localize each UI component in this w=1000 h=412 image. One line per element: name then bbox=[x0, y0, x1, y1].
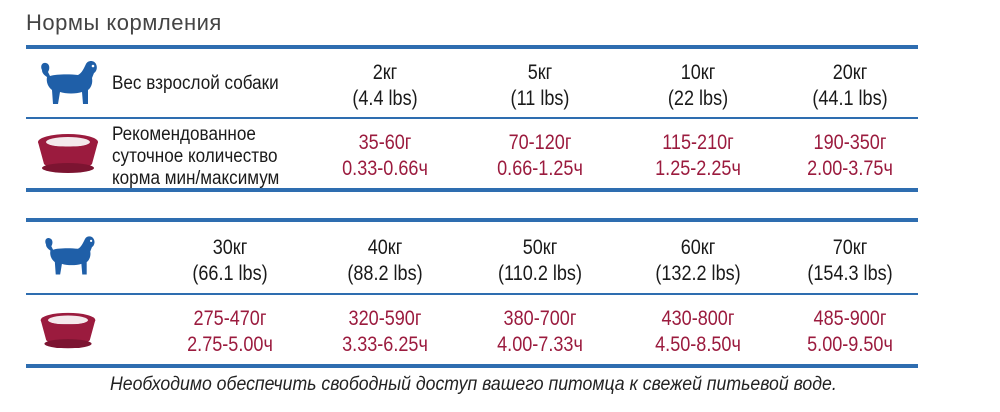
t1-food-cell: 190-350г 2.00-3.75ч bbox=[807, 131, 893, 180]
food-bowl-icon bbox=[38, 134, 98, 173]
t1-weight-cell: 2кг (4.4 lbs) bbox=[352, 61, 418, 110]
water-note: Необходимо обеспечить свободный доступ в… bbox=[110, 374, 837, 395]
t1-weight-cell: 5кг (11 lbs) bbox=[510, 61, 570, 110]
table2-top-rule bbox=[26, 218, 918, 222]
t1-food-cell: 70-120г 0.66-1.25ч bbox=[497, 131, 583, 180]
dog-icon bbox=[41, 61, 97, 104]
t2-weight-cell: 60кг (132.2 lbs) bbox=[655, 236, 741, 285]
food-label: Рекомендованное суточное количество корм… bbox=[112, 124, 280, 189]
dog-icon bbox=[45, 236, 95, 275]
food-bowl-icon bbox=[40, 312, 96, 349]
t2-weight-cell: 40кг (88.2 lbs) bbox=[347, 236, 423, 285]
t2-food-cell: 485-900г 5.00-9.50ч bbox=[807, 307, 893, 356]
table1-bottom-rule bbox=[26, 188, 918, 192]
page-title: Нормы кормления bbox=[26, 10, 222, 35]
table1-mid-rule bbox=[26, 117, 918, 119]
t1-food-cell: 35-60г 0.33-0.66ч bbox=[342, 131, 428, 180]
t2-weight-cell: 50кг (110.2 lbs) bbox=[497, 236, 582, 285]
t2-food-cell: 430-800г 4.50-8.50ч bbox=[655, 307, 741, 356]
t1-food-cell: 115-210г 1.25-2.25ч bbox=[655, 131, 741, 180]
t1-weight-cell: 10кг (22 lbs) bbox=[667, 61, 729, 110]
table2-bottom-rule bbox=[26, 364, 918, 368]
t2-food-cell: 320-590г 3.33-6.25ч bbox=[342, 307, 428, 356]
t2-food-cell: 380-700г 4.00-7.33ч bbox=[497, 307, 583, 356]
t2-weight-cell: 70кг (154.3 lbs) bbox=[807, 236, 893, 285]
weight-label: Вес взрослой собаки bbox=[112, 73, 279, 94]
t2-food-cell: 275-470г 2.75-5.00ч bbox=[187, 307, 273, 356]
t1-weight-cell: 20кг (44.1 lbs) bbox=[812, 61, 888, 110]
table2-mid-rule bbox=[26, 293, 918, 295]
t2-weight-cell: 30кг (66.1 lbs) bbox=[192, 236, 268, 285]
table1-top-rule bbox=[26, 45, 918, 49]
